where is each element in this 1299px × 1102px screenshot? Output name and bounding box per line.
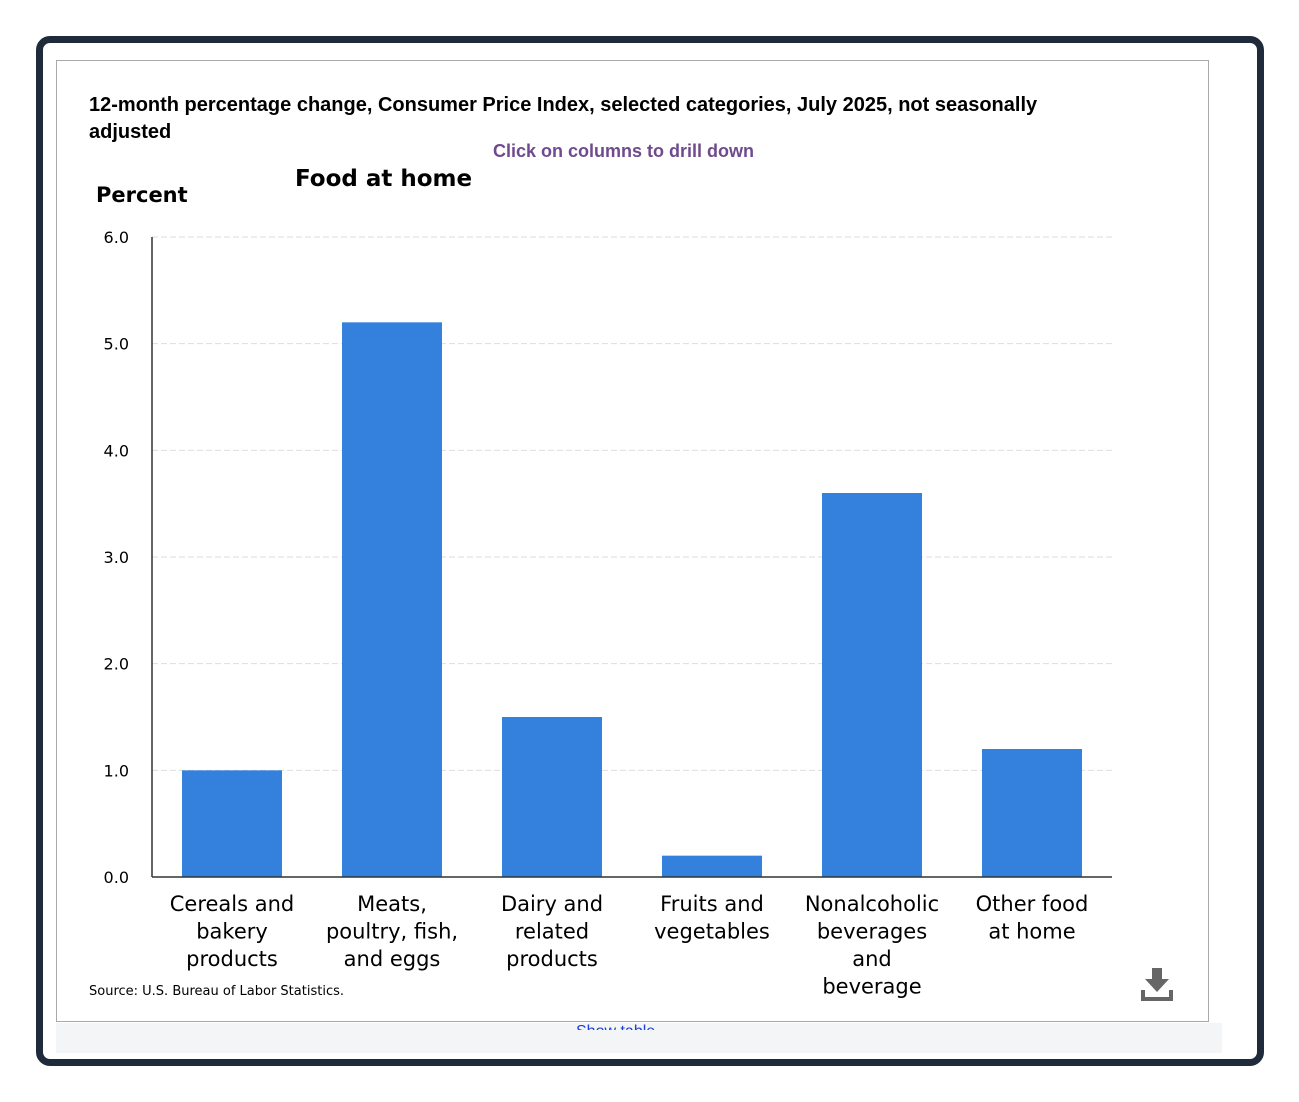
x-tick-label-line: Dairy and	[501, 892, 603, 916]
download-icon	[1141, 968, 1173, 1001]
drill-down-hint: Click on columns to drill down	[493, 141, 755, 161]
y-tick-label: 2.0	[104, 655, 129, 674]
below-chart-strip: Show table	[56, 1023, 1222, 1053]
y-tick-label: 0.0	[104, 868, 129, 887]
source-note: Source: U.S. Bureau of Labor Statistics.	[89, 984, 344, 999]
y-tick-label: 4.0	[104, 441, 129, 460]
x-tick-label-line: products	[186, 947, 278, 971]
x-tick-label: Fruits and vegetables	[654, 892, 770, 944]
x-tick-label-line: at home	[988, 920, 1075, 944]
y-tick-label: 5.0	[104, 335, 129, 354]
drilldown-level-title: Food at home	[295, 166, 473, 192]
bar-chart: 0.0 1.0 2.0 3.0 4.0 5.0 6.0 Cereals and bakery pr…	[104, 228, 1112, 999]
x-tick-label-line: poultry, fish,	[326, 920, 458, 944]
y-tick-label: 1.0	[104, 761, 129, 780]
x-tick-label: Other food at home	[976, 892, 1089, 944]
x-tick-label: Nonalcoholic beverages and beverage	[805, 892, 939, 999]
x-tick-label-line: Meats,	[357, 892, 427, 916]
x-tick-label-line: Nonalcoholic	[805, 892, 939, 916]
bar[interactable]	[982, 749, 1082, 877]
x-tick-label-line: Fruits and	[660, 892, 764, 916]
x-tick-label: Meats, poultry, fish, and eggs	[326, 892, 458, 971]
bar[interactable]	[182, 770, 282, 877]
x-tick-label-line: bakery	[196, 920, 268, 944]
x-tick-label-line: products	[506, 947, 598, 971]
show-table-link[interactable]: Show table	[576, 1024, 655, 1030]
download-button[interactable]	[1137, 964, 1177, 1004]
x-tick-label-line: beverages	[817, 920, 927, 944]
y-tick-label: 6.0	[104, 228, 129, 247]
x-tick-label: Dairy and related products	[501, 892, 603, 971]
x-tick-label-line: Other food	[976, 892, 1089, 916]
x-tick-label-line: and	[852, 947, 892, 971]
bar[interactable]	[342, 322, 442, 877]
chart-title: 12-month percentage change, Consumer Pri…	[89, 94, 1038, 143]
x-tick-label-line: vegetables	[654, 920, 770, 944]
x-tick-label-line: related	[515, 920, 589, 944]
y-axis-title: Percent	[96, 183, 188, 207]
chart-frame: 12-month percentage change, Consumer Pri…	[36, 36, 1264, 1066]
x-tick-label-line: and eggs	[344, 947, 441, 971]
bar[interactable]	[662, 855, 762, 877]
bar[interactable]	[502, 717, 602, 877]
x-tick-label: Cereals and bakery products	[170, 892, 295, 971]
x-tick-label-line: Cereals and	[170, 892, 295, 916]
chart-panel: 12-month percentage change, Consumer Pri…	[56, 60, 1209, 1022]
bar[interactable]	[822, 493, 922, 877]
y-tick-label: 3.0	[104, 548, 129, 567]
x-tick-label-line: beverage	[822, 975, 921, 999]
